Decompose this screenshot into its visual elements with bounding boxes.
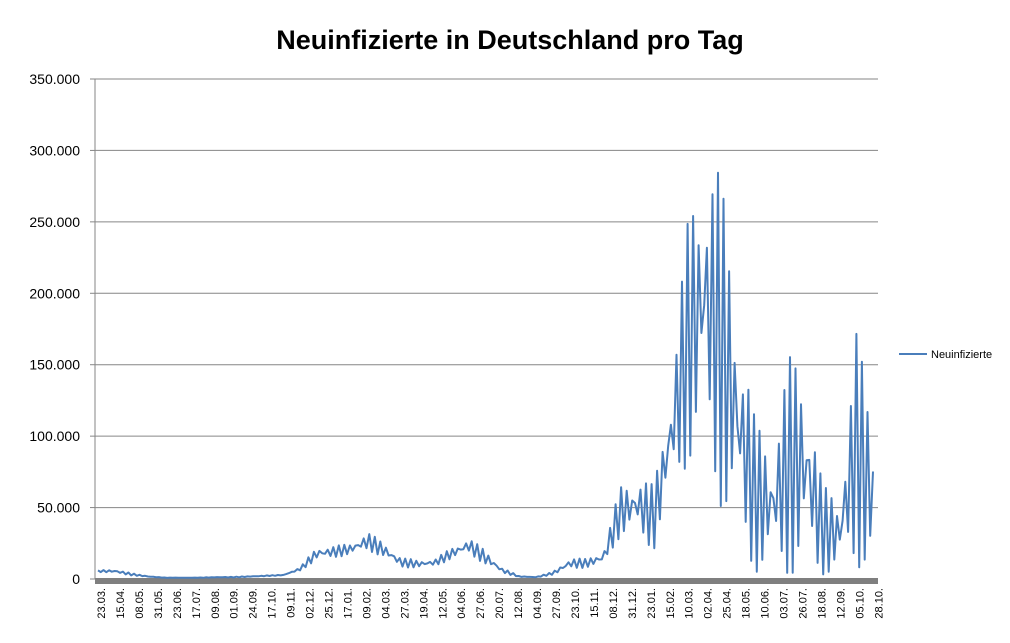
- x-tick-label: 02.04.: [703, 588, 715, 619]
- x-tick-label: 04.06.: [456, 588, 468, 619]
- y-tick-label: 150.000: [29, 357, 80, 373]
- gridlines: [95, 78, 878, 509]
- legend-label: Neuinfizierte: [931, 349, 992, 361]
- y-tick-label: 0: [72, 571, 80, 587]
- x-tick-label: 23.01.: [646, 588, 658, 619]
- x-tick-label: 05.10.: [854, 588, 866, 619]
- y-tick-label: 100.000: [29, 428, 80, 444]
- x-tick-label: 17.10.: [267, 588, 279, 619]
- x-tick-label: 12.08.: [513, 588, 525, 619]
- x-tick-label: 17.01.: [342, 588, 354, 619]
- x-tick-label: 10.06.: [760, 588, 772, 619]
- x-tick-label: 28.10.: [873, 588, 885, 619]
- y-tick-label: 250.000: [29, 214, 80, 230]
- x-tick-label: 18.05.: [741, 588, 753, 619]
- series-line-neuinfizierte: [97, 171, 874, 579]
- x-tick-label: 02.12.: [305, 588, 317, 619]
- x-tick-label: 27.09.: [551, 588, 563, 619]
- x-tick-label: 15.11.: [589, 588, 601, 618]
- y-axis: 0 50.000 100.000 150.000 200.000 250.000 300.0…: [29, 71, 96, 587]
- x-tick-label: 20.07.: [494, 588, 506, 619]
- x-tick-label: 09.08.: [210, 588, 222, 619]
- x-tick-label: 12.09.: [835, 588, 847, 619]
- x-tick-label: 23.10.: [570, 588, 582, 619]
- chart-title: Neuinfizierte in Deutschland pro Tag: [276, 25, 744, 55]
- x-tick-label: 23.03.: [96, 588, 108, 619]
- y-tick-label: 300.000: [29, 142, 80, 158]
- x-tick-label: 04.09.: [532, 588, 544, 619]
- series-layer: [97, 171, 874, 579]
- y-tick-label: 350.000: [29, 71, 80, 87]
- x-tick-label: 27.03.: [399, 588, 411, 619]
- x-tick-label: 12.05.: [437, 588, 449, 619]
- x-tick-label: 17.07.: [191, 588, 203, 619]
- x-tick-label: 09.11.: [286, 588, 298, 618]
- x-tick-label: 01.09.: [229, 588, 241, 619]
- x-tick-label: 15.02.: [665, 588, 677, 619]
- x-tick-label: 27.06.: [475, 588, 487, 619]
- x-tick-label: 23.06.: [172, 588, 184, 619]
- x-tick-label: 04.03.: [380, 588, 392, 619]
- x-tick-label: 18.08.: [816, 588, 828, 619]
- legend: Neuinfizierte: [899, 349, 992, 361]
- y-tick-label: 200.000: [29, 285, 80, 301]
- x-tick-label: 09.02.: [361, 588, 373, 619]
- x-tick-label: 31.12.: [627, 588, 639, 619]
- y-tick-label: 50.000: [37, 500, 80, 516]
- x-tick-label: 10.03.: [684, 588, 696, 619]
- x-tick-label: 08.12.: [608, 588, 620, 619]
- x-axis-line: [95, 578, 878, 584]
- x-axis: 23.03. 15.04. 08.05. 31.05. 23.06. 17.07. 09.0…: [95, 578, 885, 619]
- x-tick-label: 25.04.: [722, 588, 734, 619]
- x-tick-label: 03.07.: [779, 588, 791, 619]
- x-tick-label: 24.09.: [248, 588, 260, 619]
- x-tick-label: 31.05.: [153, 588, 165, 619]
- x-tick-label: 19.04.: [418, 588, 430, 619]
- x-tick-label: 25.12.: [324, 588, 336, 619]
- x-tick-label: 26.07.: [797, 588, 809, 619]
- x-tick-label: 15.04.: [115, 588, 127, 619]
- x-tick-label: 08.05.: [134, 588, 146, 619]
